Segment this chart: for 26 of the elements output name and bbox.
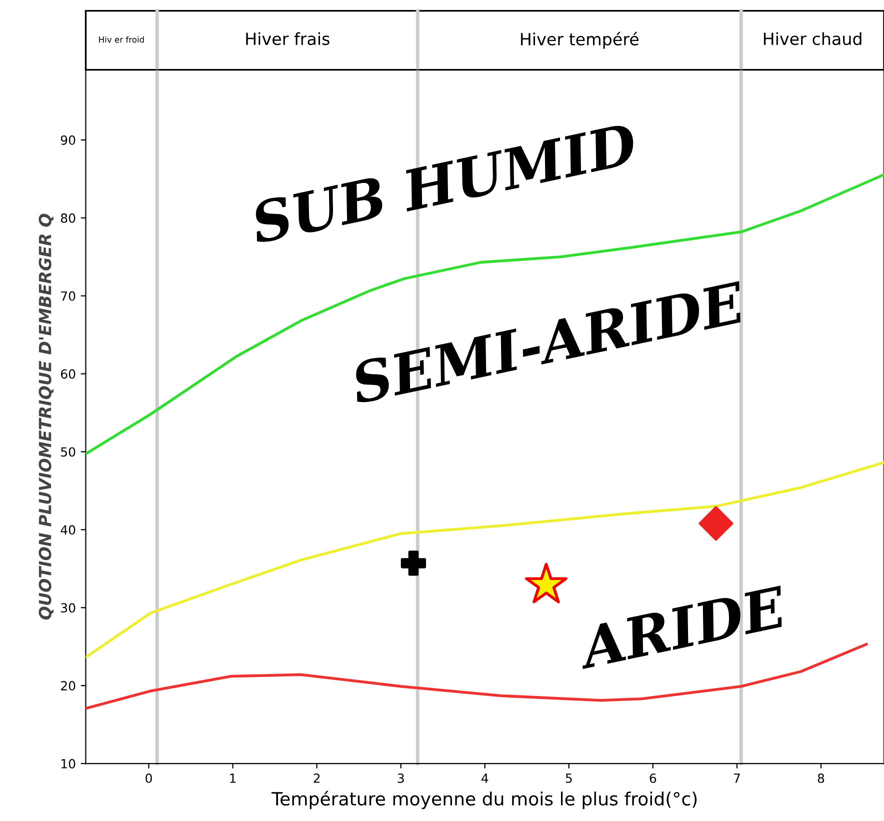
text: Hiver frais: [246, 32, 330, 46]
x-tick-label: 1: [230, 774, 236, 783]
y-axis-title: QUOTION PLUVIOMETRIQUE D'EMBERGER Q: [38, 214, 54, 620]
text: Hiver tempéré: [521, 32, 639, 49]
y-tick-label: 90: [60, 135, 76, 145]
y-tick-label: 60: [60, 369, 76, 379]
x-axis-title: Température moyenne du mois le plus froid(°c): [272, 790, 697, 810]
y-tick-label: 80: [60, 213, 76, 223]
y-tick-label: 50: [61, 447, 76, 457]
x-tick-label: 7: [734, 774, 740, 783]
x-tick-label: 4: [482, 774, 488, 783]
text: Hiver chaud: [764, 32, 862, 46]
y-tick-label: 20: [61, 681, 76, 691]
x-tick-label: 3: [398, 773, 404, 783]
y-tick-label: 10: [61, 759, 76, 768]
annotation: ARIDE: [574, 586, 789, 670]
x-tick-label: 0: [146, 773, 152, 783]
annotation: SUB HUMID: [248, 122, 638, 244]
y-tick-label: 40: [60, 525, 76, 535]
text: Hiv er froid: [99, 36, 144, 43]
y-tick-label: 30: [61, 603, 76, 613]
x-tick-label: 8: [818, 773, 824, 783]
x-tick-label: 2: [314, 773, 320, 783]
x-tick-label: 6: [650, 773, 656, 783]
y-tick-label: 70: [61, 291, 76, 301]
x-tick-label: 5: [566, 774, 572, 783]
